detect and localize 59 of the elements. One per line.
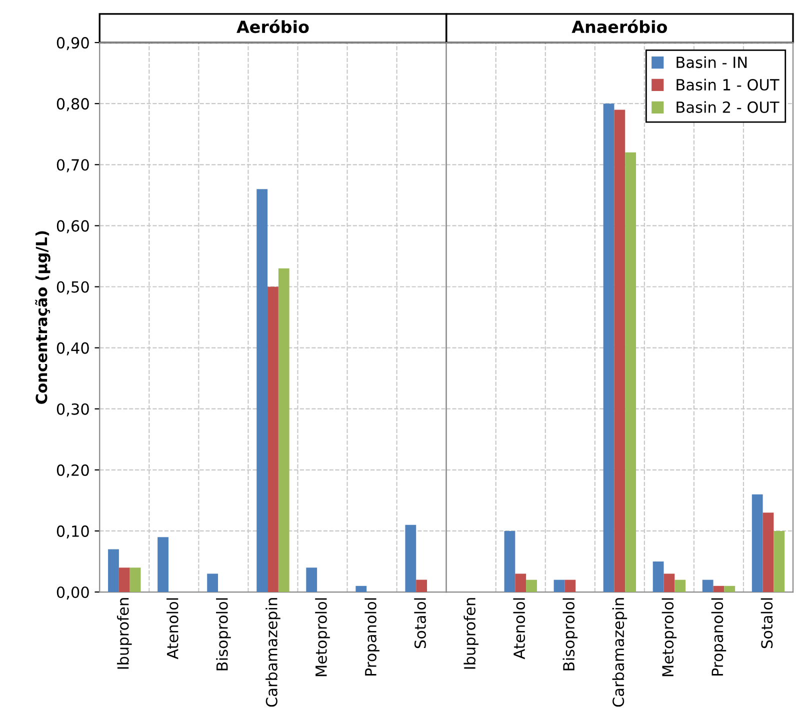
bar [713, 586, 724, 592]
bar [674, 580, 686, 592]
bar [504, 530, 516, 592]
bar [515, 574, 526, 592]
bar [603, 104, 614, 592]
x-tick-label: Propanolol [711, 598, 726, 676]
bar [207, 574, 218, 592]
bar [526, 580, 537, 592]
bar [256, 189, 268, 592]
y-tick-label: 0,40 [56, 342, 89, 356]
x-tick-label: Atenolol [513, 598, 526, 660]
bar [564, 580, 576, 592]
y-tick-label: 0,30 [56, 403, 89, 416]
x-tick-label: Sotalol [760, 598, 773, 648]
legend-label: Basin 1 - OUT [676, 78, 780, 91]
legend-label: Basin - IN [676, 56, 747, 68]
x-tick-label: Bisoprolol [562, 598, 578, 670]
x-tick-label: Ibuprofen [464, 598, 478, 669]
x-tick-label: Sotalol [414, 598, 426, 648]
x-tick-label: Atenolol [166, 598, 178, 660]
y-tick-label: 0,90 [56, 37, 89, 50]
bar [108, 549, 119, 592]
y-tick-label: 0,20 [56, 464, 89, 478]
x-tick-label: Carbamazepin [266, 598, 280, 707]
bar [118, 568, 130, 592]
x-tick-label: Ibuprofen [116, 598, 132, 669]
bar [158, 537, 168, 592]
bar [625, 152, 636, 592]
bar [405, 524, 416, 592]
x-tick-label: Carbamazepin [612, 598, 628, 707]
x-tick-label: Metoprolol [662, 598, 677, 676]
y-tick-label: 0,60 [56, 220, 89, 234]
x-tick-label: Bisoprolol [216, 598, 231, 670]
y-tick-label: 0,80 [56, 98, 89, 112]
bar [268, 286, 278, 592]
y-axis-title: Concentração (µg/L) [35, 231, 50, 404]
x-tick-label: Propanolol [364, 598, 380, 676]
bar [356, 586, 367, 592]
bar [702, 580, 714, 592]
bar [130, 568, 141, 592]
bar [774, 530, 785, 592]
bar [664, 574, 675, 592]
y-tick-label: 0,00 [56, 586, 89, 600]
bar [416, 580, 428, 592]
legend-label: Basin 2 - OUT [676, 101, 780, 113]
y-tick-label: 0,70 [56, 159, 89, 172]
bar [752, 494, 763, 592]
x-tick-label: Metoprolol [315, 598, 330, 676]
y-tick-label: 0,10 [56, 525, 89, 539]
bar [306, 568, 318, 592]
chart-title: Aeróbio [236, 20, 309, 34]
bar [724, 586, 736, 592]
chart-title: Anaeróbio [572, 20, 667, 34]
bar [652, 561, 664, 592]
bar [762, 512, 774, 592]
bar [614, 110, 626, 592]
bar [554, 580, 565, 592]
y-tick-label: 0,50 [56, 281, 89, 294]
bar [278, 268, 290, 592]
